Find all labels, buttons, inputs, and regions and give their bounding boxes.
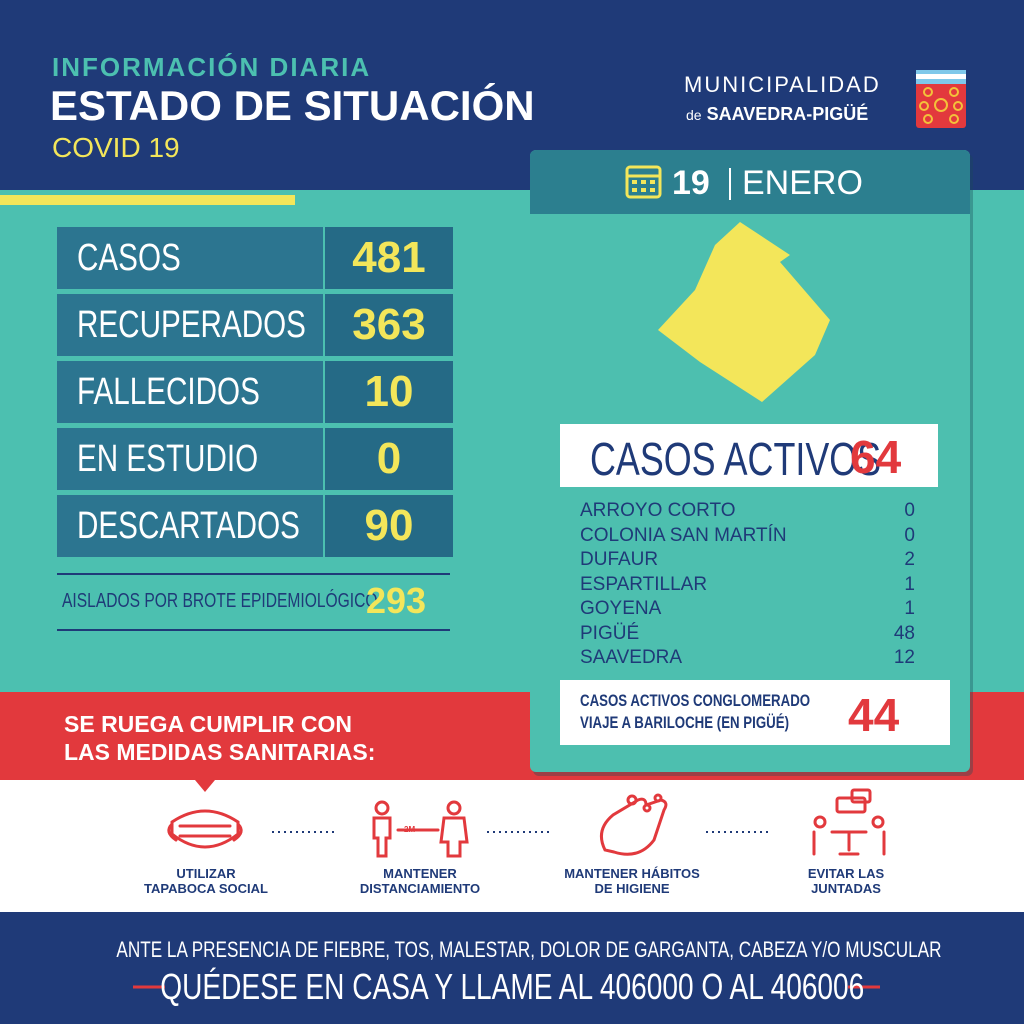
- locality-name: SAAVEDRA: [580, 647, 683, 668]
- notice-line: LAS MEDIDAS SANITARIAS:: [64, 739, 376, 765]
- date-month: ENERO: [742, 164, 863, 202]
- locality-row: COLONIA SAN MARTÍN 0: [580, 523, 915, 548]
- logo-prefix: de: [686, 107, 702, 123]
- stat-label-text: RECUPERADOS: [77, 304, 306, 346]
- locality-name: COLONIA SAN MARTÍN: [580, 524, 787, 546]
- measure-label: EVITAR LAS JUNTADAS: [756, 866, 936, 896]
- locality-value: 48: [893, 622, 915, 644]
- measure-line: JUNTADAS: [811, 881, 881, 896]
- isolated-label: AISLADOS POR BROTE EPIDEMIOLÓGICO: [62, 590, 378, 612]
- stat-label: CASOS TOTALES: [57, 227, 323, 341]
- measure-line: DE HIGIENE: [594, 881, 670, 896]
- stat-label: DESCARTADOS: [57, 495, 323, 557]
- stat-value: 10: [325, 361, 453, 423]
- subtitle: INFORMACIÓN DIARIA: [52, 52, 372, 82]
- stat-row: DESCARTADOS 90: [57, 495, 453, 557]
- locality-value: 1: [904, 598, 915, 619]
- active-label: CASOS ACTIVOS: [590, 433, 882, 485]
- locality-value: 2: [904, 549, 915, 570]
- stat-row: EN ESTUDIO 0: [57, 428, 453, 490]
- measure-line: TAPABOCA SOCIAL: [144, 881, 268, 896]
- stat-row: RECUPERADOS 363: [57, 294, 453, 356]
- logo-line: MUNICIPALIDAD: [684, 72, 881, 97]
- measure-label: UTILIZAR TAPABOCA SOCIAL: [116, 866, 296, 896]
- locality-name: GOYENA: [580, 598, 662, 619]
- tag: COVID 19: [52, 132, 180, 163]
- stat-value: 0: [325, 428, 453, 490]
- icon-text: 2M: [404, 825, 416, 834]
- measure-line: DISTANCIAMIENTO: [359, 881, 481, 896]
- locality-name: PIGÜÉ: [580, 622, 640, 644]
- locality-row: GOYENA 1: [580, 596, 915, 621]
- locality-name: ESPARTILLAR: [580, 573, 708, 595]
- stat-row: CASOS TOTALES481: [57, 227, 453, 341]
- logo-name: SAAVEDRA-PIGÜÉ: [706, 104, 869, 124]
- measure-line: MANTENER HÁBITOS: [564, 866, 700, 881]
- locality-value: 1: [904, 573, 915, 595]
- stat-label-text: EN ESTUDIO: [77, 438, 259, 480]
- locality-name: ARROYO CORTO: [580, 500, 736, 521]
- active-value: 64: [850, 431, 902, 483]
- locality-row: ESPARTILLAR 1: [580, 572, 915, 597]
- notice-line: SE RUEGA CUMPLIR CON: [64, 711, 352, 737]
- locality-value: 0: [904, 500, 915, 521]
- stat-row: FALLECIDOS 10: [57, 361, 453, 423]
- footer-line: ANTE LA PRESENCIA DE FIEBRE, TOS, MALEST…: [116, 937, 942, 962]
- locality-name: DUFAUR: [580, 549, 659, 570]
- cluster-line: VIAJE A BARILOCHE (EN PIGÜÉ): [580, 713, 789, 732]
- locality-row: PIGÜÉ 48: [580, 621, 915, 646]
- stat-label: EN ESTUDIO: [57, 428, 323, 490]
- measure-label: MANTENER HÁBITOS DE HIGIENE: [542, 866, 722, 896]
- locality-row: ARROYO CORTO 0: [580, 498, 915, 523]
- locality-value: 0: [904, 524, 915, 546]
- stat-value: 363: [325, 294, 453, 356]
- locality-row: DUFAUR 2: [580, 547, 915, 572]
- stat-value: 481: [325, 227, 453, 289]
- cluster-line: CASOS ACTIVOS CONGLOMERADO: [580, 691, 811, 710]
- locality-value: 12: [893, 647, 915, 668]
- locality-row: SAAVEDRA 12: [580, 645, 915, 670]
- stat-label: RECUPERADOS: [57, 294, 323, 356]
- stat-label-text: DESCARTADOS: [77, 505, 300, 547]
- measure-line: EVITAR LAS: [807, 866, 885, 881]
- date-day: 19: [672, 164, 710, 202]
- cluster-value: 44: [848, 689, 900, 741]
- stat-label: FALLECIDOS: [57, 361, 323, 423]
- measure-line: MANTENER: [383, 866, 457, 881]
- title: ESTADO DE SITUACIÓN: [50, 82, 535, 129]
- stat-value: 90: [325, 495, 453, 557]
- measure-label: MANTENER DISTANCIAMIENTO: [330, 866, 510, 896]
- measure-line: UTILIZAR: [176, 866, 236, 881]
- stat-label-text: FALLECIDOS: [77, 371, 260, 413]
- footer-line: QUÉDESE EN CASA Y LLAME AL 406000 O AL 4…: [159, 966, 864, 1007]
- isolated-value: 293: [366, 580, 427, 621]
